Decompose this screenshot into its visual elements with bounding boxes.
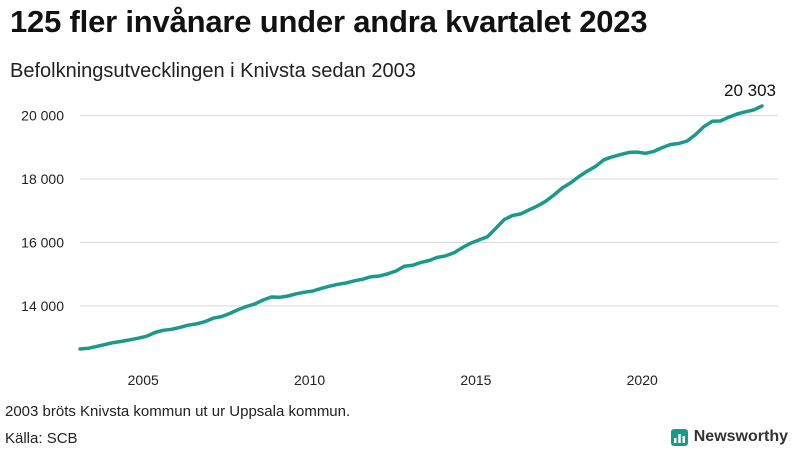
- x-tick-label: 2010: [294, 372, 325, 388]
- chart-title: 125 fler invånare under andra kvartalet …: [10, 4, 648, 39]
- source-label: Källa: SCB: [5, 430, 78, 447]
- y-tick-label: 16 000: [21, 234, 64, 250]
- y-tick-label: 14 000: [21, 298, 64, 314]
- bar-chart-logo-icon: [670, 428, 688, 446]
- series-line: [78, 104, 764, 351]
- x-tick-label: 2020: [627, 372, 658, 388]
- x-tick-label: 2015: [460, 372, 491, 388]
- chart-subtitle: Befolkningsutvecklingen i Knivsta sedan …: [10, 60, 416, 82]
- y-tick-label: 18 000: [21, 171, 64, 187]
- x-tick-label: 2005: [128, 372, 159, 388]
- footnote: 2003 bröts Knivsta kommun ut ur Uppsala …: [5, 403, 351, 420]
- y-tick-label: 20 000: [21, 108, 64, 124]
- end-value-label: 20 303: [724, 81, 776, 100]
- brand-name: Newsworthy: [693, 428, 788, 445]
- brand-logo[interactable]: Newsworthy: [670, 428, 788, 446]
